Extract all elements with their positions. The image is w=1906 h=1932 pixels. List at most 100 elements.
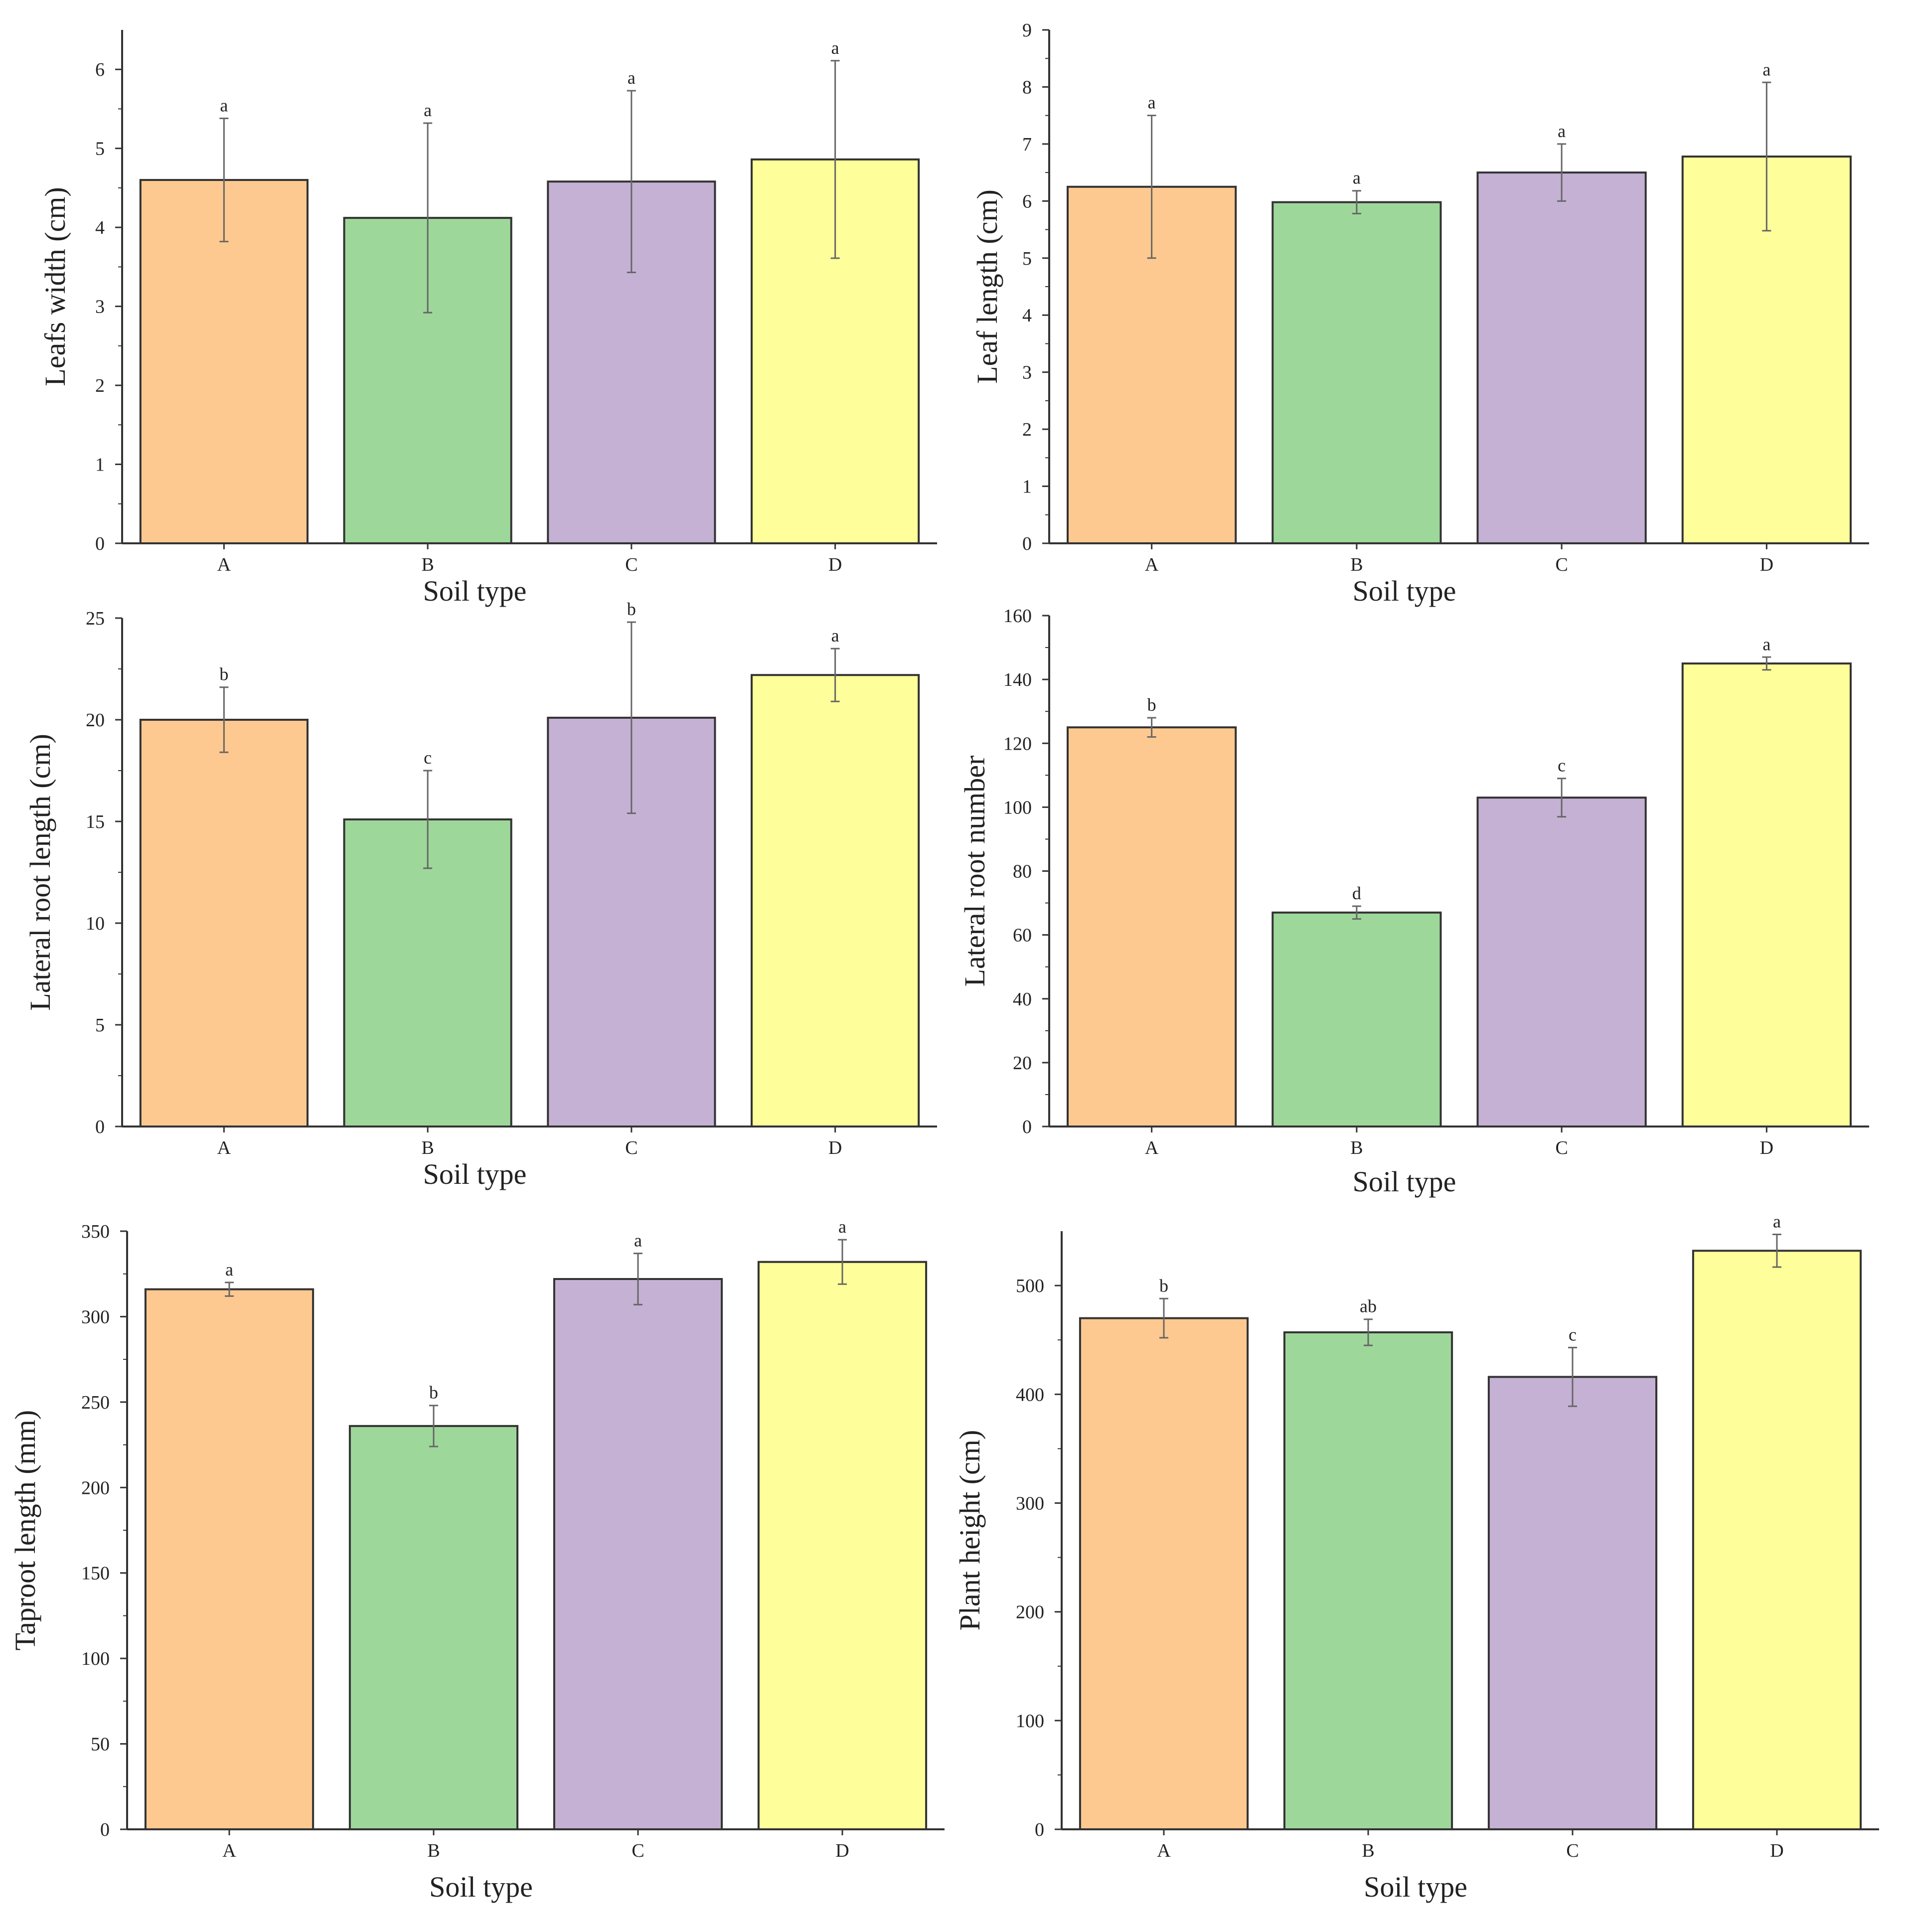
significance-label-A: b <box>219 664 228 684</box>
y-tick-label-0: 0 <box>95 1117 105 1137</box>
y-axis-title: Plant height (cm) <box>953 1430 986 1631</box>
y-tick-label-140: 140 <box>1003 669 1032 690</box>
x-tick-label-D: D <box>828 1137 842 1158</box>
y-tick-label-150: 150 <box>81 1563 110 1584</box>
significance-label-D: a <box>838 1217 846 1237</box>
x-tick-label-A: A <box>217 554 231 575</box>
y-tick-label-100: 100 <box>1016 1711 1044 1732</box>
bar-C <box>1487 1376 1658 1830</box>
y-tick-label-25: 25 <box>86 608 105 629</box>
significance-label-D: a <box>1762 634 1770 654</box>
x-tick-label-B: B <box>1350 554 1363 575</box>
x-tick-label-D: D <box>835 1840 849 1861</box>
y-tick-label-400: 400 <box>1016 1384 1044 1405</box>
chart-panel-6: b Aab Bc Ca D 0 100 200 300 400 500 Soil type Plant … <box>953 1212 1879 1903</box>
y-tick-label-6: 6 <box>1022 191 1032 212</box>
bar-B <box>343 818 512 1128</box>
y-tick-label-100: 100 <box>81 1648 110 1669</box>
significance-label-C: a <box>1558 121 1566 141</box>
significance-label-D: a <box>1762 59 1770 79</box>
significance-label-B: a <box>1353 168 1361 188</box>
x-tick-label-D: D <box>1770 1840 1783 1861</box>
y-tick-label-8: 8 <box>1022 77 1032 98</box>
x-tick-label-B: B <box>427 1840 440 1861</box>
significance-label-C: c <box>1569 1324 1577 1344</box>
x-tick-label-A: A <box>1145 1137 1159 1158</box>
significance-label-A: b <box>1147 695 1156 715</box>
y-tick-label-3: 3 <box>95 297 105 318</box>
chart-panel-4: b Ad Bc Ca D 0 20 40 60 80 100 120 140 160 Soil type La… <box>958 606 1869 1198</box>
y-tick-label-2: 2 <box>1022 419 1032 440</box>
y-tick-label-350: 350 <box>81 1221 110 1242</box>
significance-label-B: d <box>1352 883 1361 903</box>
significance-label-B: a <box>424 100 432 120</box>
y-tick-label-80: 80 <box>1013 861 1032 882</box>
chart-panel-3: b Ac Bb Ca D 0 5 10 15 20 25 Soil type Lateral root … <box>24 599 937 1190</box>
bar-C <box>1476 797 1647 1127</box>
x-tick-label-A: A <box>222 1840 236 1861</box>
y-tick-label-300: 300 <box>1016 1493 1044 1514</box>
x-tick-label-B: B <box>421 554 434 575</box>
y-tick-label-1: 1 <box>1022 477 1032 497</box>
bar-B <box>1271 911 1442 1127</box>
y-tick-label-9: 9 <box>1022 20 1032 41</box>
significance-label-A: b <box>1159 1276 1168 1295</box>
y-tick-label-0: 0 <box>1022 1117 1032 1137</box>
x-axis-title: Soil type <box>1353 1165 1456 1198</box>
y-tick-label-20: 20 <box>86 710 105 731</box>
y-tick-label-6: 6 <box>95 59 105 80</box>
y-tick-label-5: 5 <box>95 1015 105 1036</box>
significance-label-C: b <box>627 599 636 619</box>
bar-D <box>1692 1250 1862 1830</box>
bar-B <box>1271 201 1442 545</box>
x-tick-label-D: D <box>1760 1137 1773 1158</box>
x-tick-label-C: C <box>1555 1137 1568 1158</box>
y-axis-title: Lateral root number <box>958 756 991 987</box>
y-tick-label-100: 100 <box>1003 797 1032 818</box>
bar-D <box>1681 662 1852 1127</box>
x-axis-title: Soil type <box>1353 575 1456 607</box>
bar-B <box>348 1425 519 1831</box>
significance-label-D: a <box>831 626 839 645</box>
y-tick-label-4: 4 <box>1022 305 1032 326</box>
y-tick-label-160: 160 <box>1003 606 1032 627</box>
bar-A <box>1079 1317 1249 1830</box>
significance-label-A: a <box>225 1260 233 1280</box>
y-tick-label-1: 1 <box>95 455 105 476</box>
y-tick-label-4: 4 <box>95 217 105 238</box>
y-tick-label-5: 5 <box>1022 248 1032 269</box>
y-tick-label-0: 0 <box>100 1819 110 1840</box>
bar-A <box>1067 726 1237 1127</box>
significance-label-D: a <box>831 38 839 58</box>
x-tick-label-A: A <box>217 1137 231 1158</box>
y-tick-label-300: 300 <box>81 1306 110 1327</box>
x-tick-label-A: A <box>1157 1840 1171 1861</box>
bar-C <box>1476 171 1647 545</box>
x-tick-label-B: B <box>421 1137 434 1158</box>
significance-label-D: a <box>1773 1212 1781 1232</box>
y-tick-label-40: 40 <box>1013 989 1032 1010</box>
significance-label-A: a <box>1148 93 1156 113</box>
x-tick-label-D: D <box>828 554 842 575</box>
significance-label-B: b <box>429 1383 438 1403</box>
y-tick-label-0: 0 <box>1022 533 1032 554</box>
bar-D <box>757 1261 928 1831</box>
x-tick-label-C: C <box>1566 1840 1579 1861</box>
significance-label-C: c <box>1558 756 1566 776</box>
x-tick-label-C: C <box>632 1840 644 1861</box>
y-tick-label-0: 0 <box>95 533 105 554</box>
significance-label-B: c <box>424 748 432 768</box>
y-tick-label-200: 200 <box>1016 1602 1044 1623</box>
x-tick-label-C: C <box>625 554 637 575</box>
x-tick-label-B: B <box>1362 1840 1374 1861</box>
x-tick-label-C: C <box>1555 554 1568 575</box>
y-tick-label-15: 15 <box>86 811 105 832</box>
significance-label-C: a <box>634 1231 642 1251</box>
x-tick-label-B: B <box>1350 1137 1363 1158</box>
x-axis-title: Soil type <box>429 1871 533 1903</box>
y-axis-title: Taproot length (mm) <box>9 1410 41 1650</box>
y-axis-title: Leaf length (cm) <box>971 189 1003 384</box>
x-axis-title: Soil type <box>423 575 527 607</box>
y-axis-title: Lateral root length (cm) <box>24 734 56 1011</box>
